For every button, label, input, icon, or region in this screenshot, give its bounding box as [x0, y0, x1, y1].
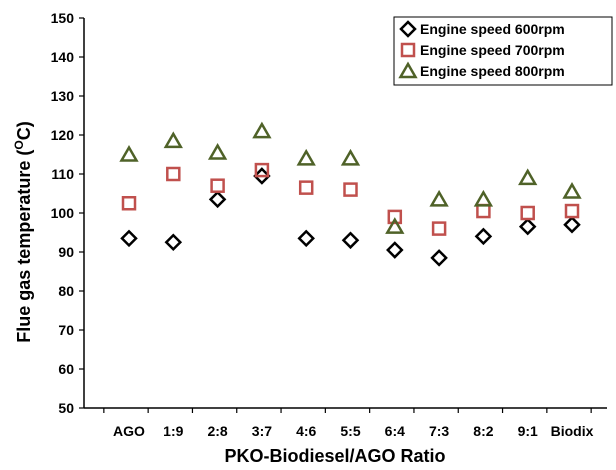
data-point — [341, 231, 360, 250]
data-point — [429, 189, 449, 207]
data-point — [473, 189, 494, 207]
legend-marker — [400, 42, 416, 58]
legend-box — [393, 16, 613, 86]
data-point — [564, 203, 580, 219]
x-tick-label: AGO — [113, 423, 145, 439]
data-point — [120, 229, 138, 248]
data-point — [563, 215, 581, 234]
data-point — [343, 182, 358, 197]
y-tick-label: 100 — [51, 205, 75, 221]
data-point — [430, 249, 448, 267]
data-point — [163, 131, 183, 149]
legend-label: Engine speed 700rpm — [420, 42, 565, 58]
x-axis-title: PKO-Biodiesel/AGO Ratio — [224, 446, 445, 466]
y-tick-label: 150 — [51, 10, 75, 26]
y-axis-title-tail: C) — [14, 121, 34, 140]
data-marks — [119, 121, 582, 267]
y-ticks: 50 60 70 80 90 100 110 120 130 140 150 — [51, 10, 84, 416]
data-point — [210, 178, 225, 193]
x-tick-label: 8:2 — [473, 423, 493, 439]
series-1 — [120, 167, 581, 267]
series-3 — [119, 121, 582, 234]
data-point — [119, 144, 139, 162]
data-point — [385, 217, 405, 234]
data-point — [298, 180, 314, 195]
y-tick-label: 60 — [58, 361, 74, 377]
x-ticks: AGO 1:9 2:8 3:7 4:6 5:5 6:4 7:3 8:2 9:1 Biodix — [103, 408, 594, 439]
data-point — [252, 121, 272, 139]
data-point — [297, 229, 315, 248]
legend-marker — [398, 61, 418, 79]
data-point — [340, 148, 361, 166]
legend-marker — [399, 20, 417, 38]
data-point — [253, 167, 271, 185]
data-point — [431, 221, 447, 236]
data-point — [254, 162, 270, 178]
data-point — [518, 217, 537, 236]
x-tick-label: 5:5 — [340, 423, 360, 439]
y-axis-title-main: Flue gas temperature ( — [14, 150, 34, 343]
y-tick-label: 130 — [51, 88, 75, 104]
data-point — [386, 241, 404, 259]
data-point — [208, 190, 227, 209]
x-tick-label: 7:3 — [429, 423, 449, 439]
x-tick-label: 4:6 — [296, 423, 316, 439]
data-point — [520, 205, 535, 221]
legend-label: Engine speed 600rpm — [420, 21, 565, 37]
x-tick-label: 9:1 — [518, 423, 538, 439]
legend-label: Engine speed 800rpm — [420, 63, 565, 79]
x-tick-label: 2:8 — [207, 423, 227, 439]
data-point — [166, 166, 181, 182]
x-tick-label: 1:9 — [163, 423, 183, 439]
y-axis-title: Flue gas temperature (OC) — [12, 121, 34, 342]
y-tick-label: 70 — [58, 322, 74, 338]
series-2 — [121, 162, 580, 236]
data-point — [121, 196, 137, 211]
data-point — [476, 203, 491, 219]
y-tick-label: 90 — [58, 244, 74, 260]
y-tick-label: 50 — [58, 400, 74, 416]
y-tick-label: 140 — [51, 49, 75, 65]
data-point — [518, 168, 538, 186]
x-tick-label: 6:4 — [385, 423, 405, 439]
y-tick-label: 120 — [51, 127, 75, 143]
x-tick-label: 3:7 — [252, 423, 272, 439]
legend: Engine speed 600rpm Engine speed 700rpm En… — [393, 16, 613, 86]
data-point — [296, 148, 316, 166]
data-point — [562, 182, 582, 199]
data-point — [164, 233, 183, 252]
y-tick-label: 80 — [58, 283, 74, 299]
data-point — [207, 143, 228, 160]
data-point — [387, 209, 403, 225]
y-tick-label: 110 — [51, 166, 74, 182]
y-axis-title-sup: O — [12, 140, 26, 149]
x-tick-label: Biodix — [551, 423, 594, 439]
data-point — [474, 227, 493, 246]
